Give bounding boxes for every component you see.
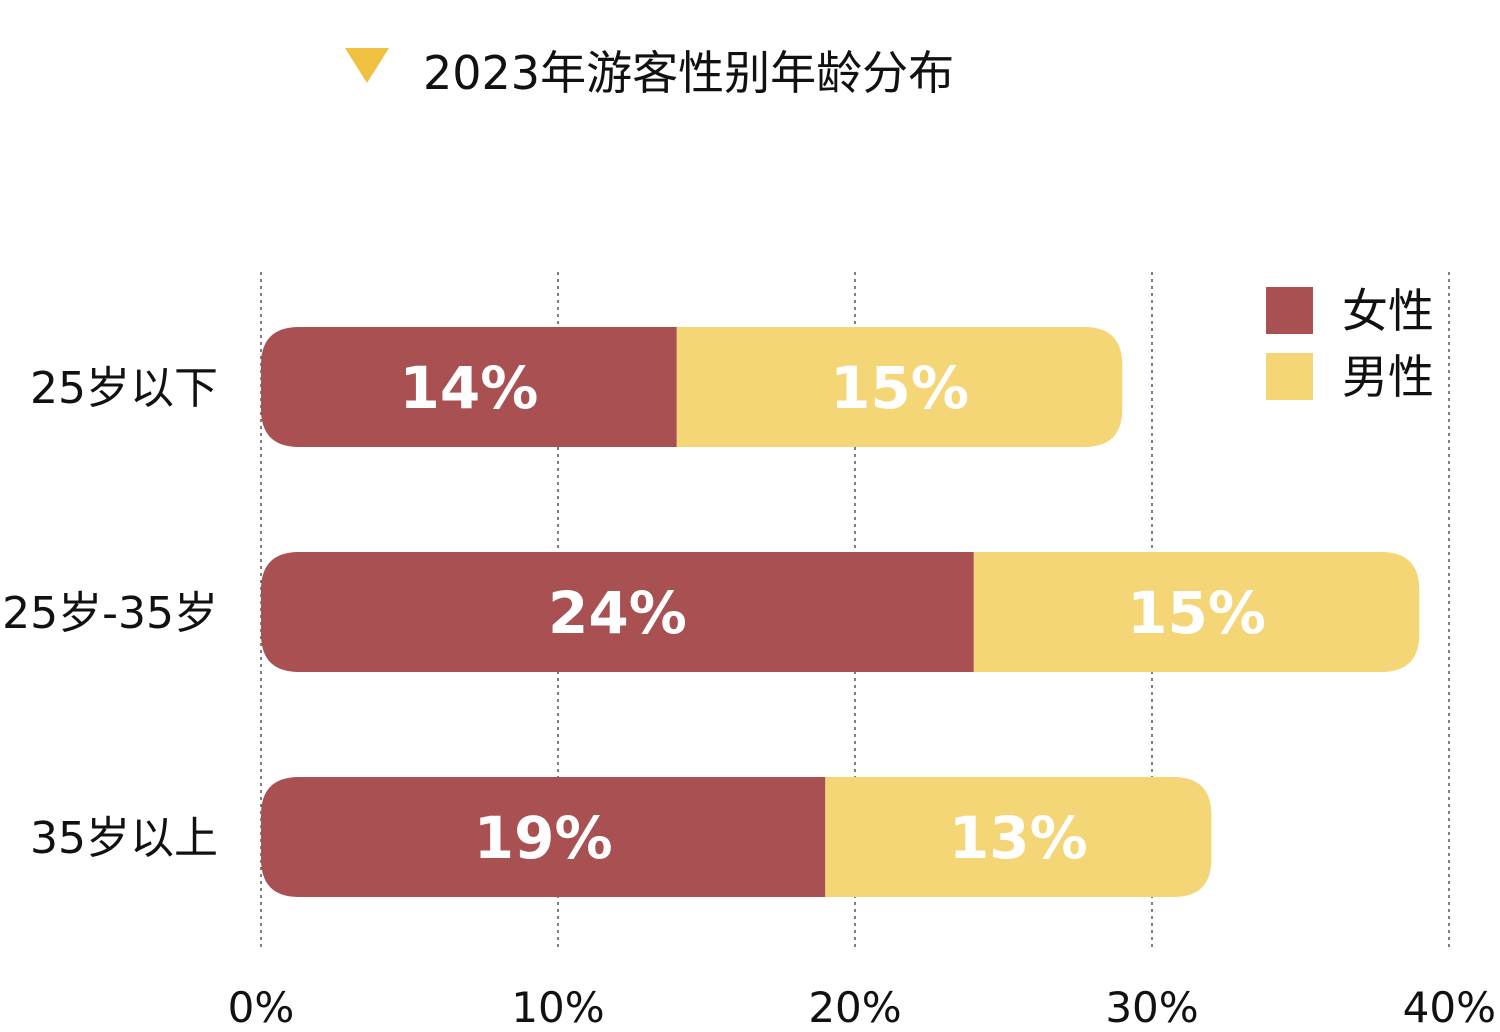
title-marker-triangle-icon <box>345 48 389 83</box>
bar-label-male-1: 15% <box>1127 579 1266 647</box>
chart-title: 2023年游客性别年龄分布 <box>423 46 954 100</box>
bar-male-1 <box>973 552 1420 672</box>
category-labels: 25岁以下 25岁-35岁 35岁以上 <box>2 363 218 864</box>
legend-label-female: 女性 <box>1342 284 1434 338</box>
x-tick-label-0: 0% <box>228 983 295 1032</box>
bar-label-male-0: 15% <box>830 354 969 422</box>
x-axis-tick-labels: 0% 10% 20% 30% 40% <box>228 983 1496 1032</box>
bar-male-0 <box>676 327 1123 447</box>
category-label-2: 35岁以上 <box>30 813 218 864</box>
category-label-1: 25岁-35岁 <box>2 588 218 639</box>
bars: 14% 15% 24% 15% 19% 13% <box>261 327 1420 897</box>
legend-swatch-female <box>1266 287 1313 334</box>
x-tick-label-3: 30% <box>1105 983 1198 1032</box>
bar-label-female-1: 24% <box>548 579 687 647</box>
bar-label-female-0: 14% <box>399 354 538 422</box>
bar-female-2 <box>261 777 826 897</box>
bar-label-male-2: 13% <box>949 804 1088 872</box>
legend-swatch-male <box>1266 353 1313 400</box>
bar-male-2 <box>825 777 1212 897</box>
x-tick-label-1: 10% <box>511 983 604 1032</box>
bar-female-0 <box>261 327 677 447</box>
bar-label-female-2: 19% <box>474 804 613 872</box>
bar-female-1 <box>261 552 974 672</box>
chart-title-group: 2023年游客性别年龄分布 <box>345 46 954 100</box>
x-tick-label-4: 40% <box>1403 983 1496 1032</box>
x-tick-label-2: 20% <box>808 983 901 1032</box>
category-label-0: 25岁以下 <box>30 363 218 414</box>
legend-label-male: 男性 <box>1342 350 1434 404</box>
